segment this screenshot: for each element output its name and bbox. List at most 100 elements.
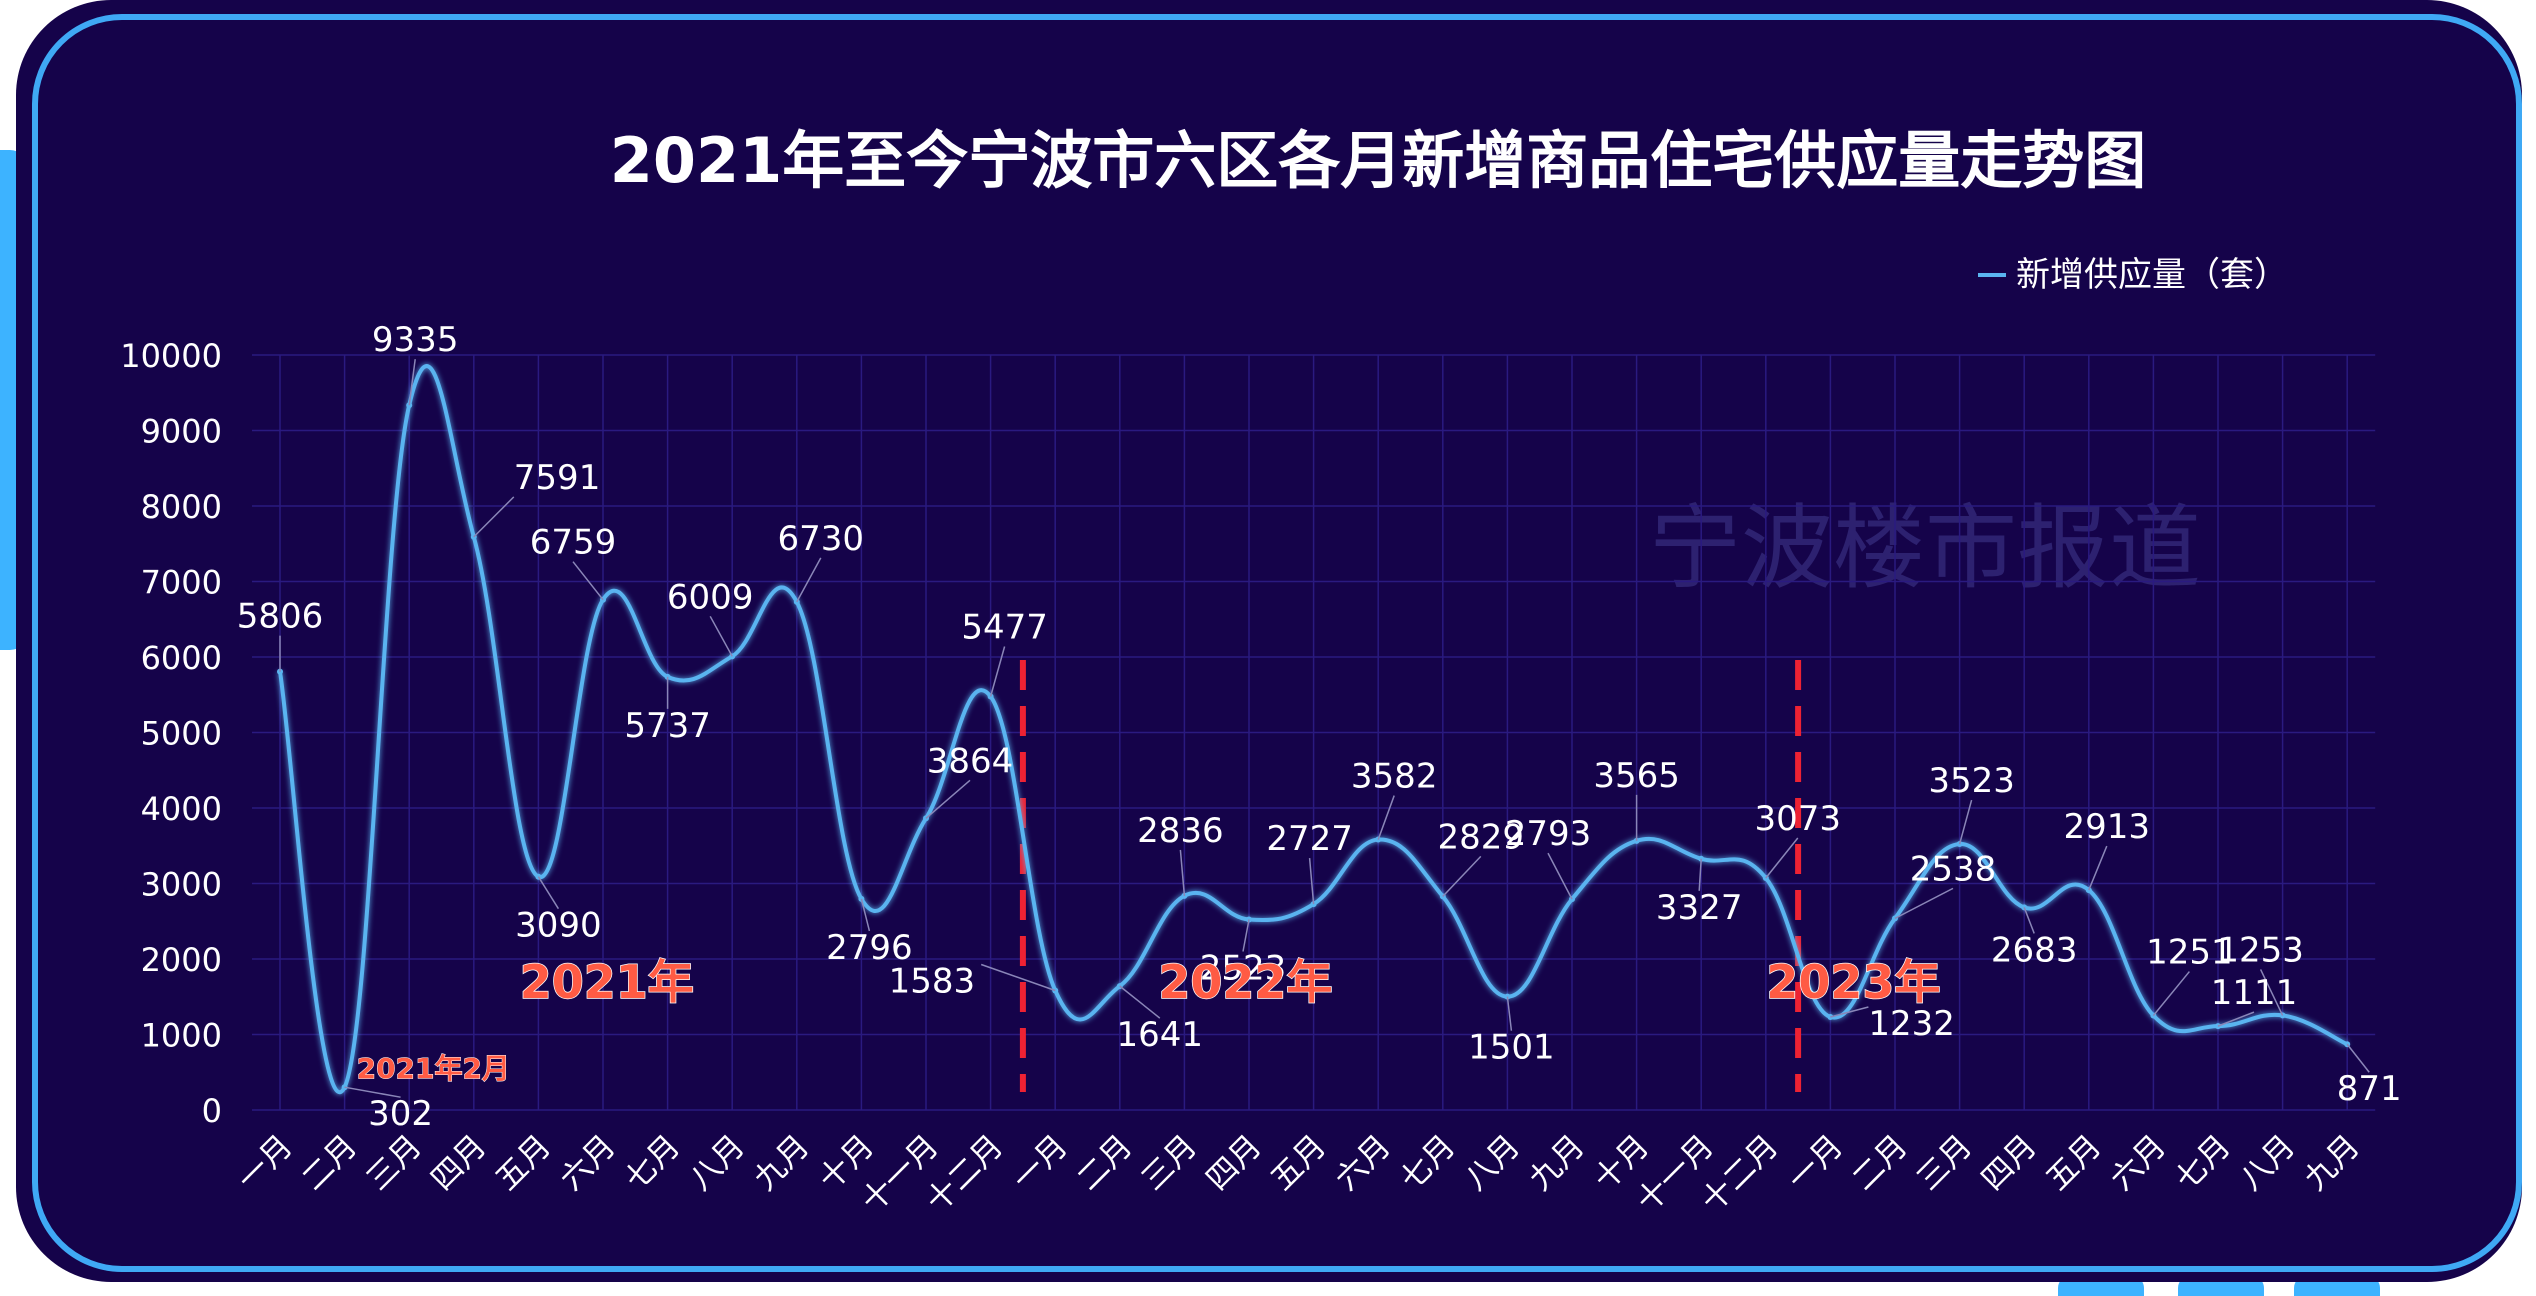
data-label: 2836	[1137, 811, 1224, 851]
y-tick-label: 2000	[141, 941, 222, 979]
x-tick-label: 八月	[1458, 1128, 1527, 1197]
x-tick-label: 五月	[2039, 1128, 2108, 1197]
label-leader	[1442, 855, 1482, 897]
x-tick-label: 六月	[553, 1128, 622, 1197]
data-label: 2796	[826, 928, 913, 968]
year-label: 2022年	[1158, 955, 1332, 1009]
chart-title: 2021年至今宁波市六区各月新增商品住宅供应量走势图	[610, 124, 2147, 197]
x-tick-label: 四月	[1975, 1128, 2044, 1197]
y-tick-label: 3000	[141, 866, 222, 904]
year-label: 2021年	[520, 955, 694, 1009]
x-tick-label: 三月	[1135, 1128, 1204, 1197]
data-label: 3327	[1656, 888, 1743, 928]
x-tick-label: 八月	[683, 1128, 752, 1197]
label-leader	[1119, 985, 1161, 1019]
label-leader	[1242, 919, 1250, 952]
data-label: 871	[2337, 1069, 2402, 1109]
x-tick-label: 一月	[1781, 1128, 1850, 1197]
x-tick-label: 八月	[2233, 1128, 2302, 1197]
label-leader	[796, 557, 822, 603]
data-label: 302	[368, 1094, 433, 1134]
x-tick-label: 二月	[1845, 1128, 1914, 1197]
data-label: 3565	[1593, 756, 1680, 796]
data-label: 9335	[372, 320, 459, 360]
label-leader	[408, 359, 416, 406]
data-label: 2793	[1505, 814, 1592, 854]
y-tick-label: 4000	[141, 790, 222, 828]
x-tick-label: 四月	[424, 1128, 493, 1197]
series-line	[278, 364, 2349, 1094]
legend-label: 新增供应量（套）	[2016, 255, 2288, 295]
data-label: 1253	[2217, 930, 2304, 970]
label-leader	[572, 561, 604, 601]
chart-panel-border	[32, 14, 2522, 1272]
data-label: 7591	[514, 458, 601, 498]
x-tick-label: 三月	[360, 1128, 429, 1197]
x-tick-label: 九月	[1522, 1128, 1591, 1197]
y-tick-label: 7000	[141, 564, 222, 602]
x-tick-label: 二月	[295, 1128, 364, 1197]
y-axis: 0 1000 2000 3000 4000 5000 6000 7000 8000 9000 100…	[120, 337, 222, 1130]
label-leader	[1830, 1006, 1869, 1018]
data-label: 5477	[961, 607, 1048, 647]
data-label: 3582	[1351, 757, 1438, 797]
x-tick-label: 七月	[618, 1128, 687, 1197]
label-leader	[1308, 858, 1315, 905]
label-leader	[2217, 1011, 2255, 1027]
label-leader	[473, 496, 515, 538]
label-leader	[1698, 858, 1702, 891]
data-labels: 5806 302 9335 7591 3090 6759 5737 6009 6730 2796 3…	[237, 320, 2402, 1134]
label-leader	[1958, 799, 1973, 845]
year-label: 2023年	[1766, 955, 1940, 1009]
label-leader	[2023, 907, 2035, 934]
x-axis: 一月二月三月四月五月六月七月八月九月十月十一月十二月一月二月三月四月五月六月七月…	[230, 1128, 2366, 1219]
data-label: 2829	[1438, 817, 1525, 857]
label-leader	[2346, 1043, 2370, 1073]
x-tick-label: 九月	[2298, 1128, 2367, 1197]
legend[interactable]: 新增供应量（套）	[1978, 255, 2288, 295]
x-tick-label: 三月	[1910, 1128, 1979, 1197]
y-tick-label: 1000	[141, 1017, 222, 1055]
label-leader	[709, 615, 733, 657]
data-label: 1232	[1868, 1004, 1955, 1044]
data-label: 2523	[1200, 949, 1287, 989]
x-tick-label: 一月	[1006, 1128, 1075, 1197]
data-label: 1501	[1468, 1028, 1555, 1068]
x-tick-label: 一月	[230, 1128, 299, 1197]
y-tick-label: 6000	[141, 639, 222, 677]
data-label: 2727	[1266, 819, 1353, 859]
x-tick-label: 七月	[1393, 1128, 1462, 1197]
label-leader	[2088, 845, 2108, 891]
y-tick-label: 10000	[120, 337, 222, 375]
x-tick-label: 五月	[489, 1128, 558, 1197]
annotation-label: 2021年2月	[357, 1052, 510, 1085]
chart-panel	[16, 0, 2522, 1282]
label-leader	[2259, 969, 2284, 1016]
label-leader	[1377, 795, 1395, 840]
data-label: 1641	[1117, 1015, 1204, 1055]
year-dividers	[1019, 660, 1802, 1092]
label-leader	[344, 1086, 401, 1098]
x-tick-label: 九月	[747, 1128, 816, 1197]
x-tick-label: 四月	[1199, 1128, 1268, 1197]
data-label: 3864	[927, 741, 1014, 781]
label-leaders	[279, 359, 2370, 1098]
label-leader	[2152, 971, 2190, 1017]
label-leader	[1179, 849, 1186, 896]
x-tick-label: 五月	[1264, 1128, 1333, 1197]
x-tick-label: 六月	[1329, 1128, 1398, 1197]
data-label: 2913	[2064, 807, 2151, 847]
data-label: 5737	[624, 706, 711, 746]
label-leader	[989, 646, 1006, 697]
data-label: 5806	[237, 597, 324, 637]
data-label: 1583	[889, 961, 976, 1001]
y-tick-label: 9000	[141, 413, 222, 451]
grid	[252, 354, 2376, 1111]
label-leader	[1506, 996, 1513, 1031]
data-label: 6759	[530, 523, 617, 563]
label-leader	[1765, 837, 1799, 879]
data-label: 2683	[1991, 930, 2078, 970]
y-tick-label: 0	[202, 1092, 222, 1130]
overlay-labels: 2021年 2022年 2023年 2021年2月	[356, 954, 1941, 1085]
x-tick-label: 二月	[1070, 1128, 1139, 1197]
